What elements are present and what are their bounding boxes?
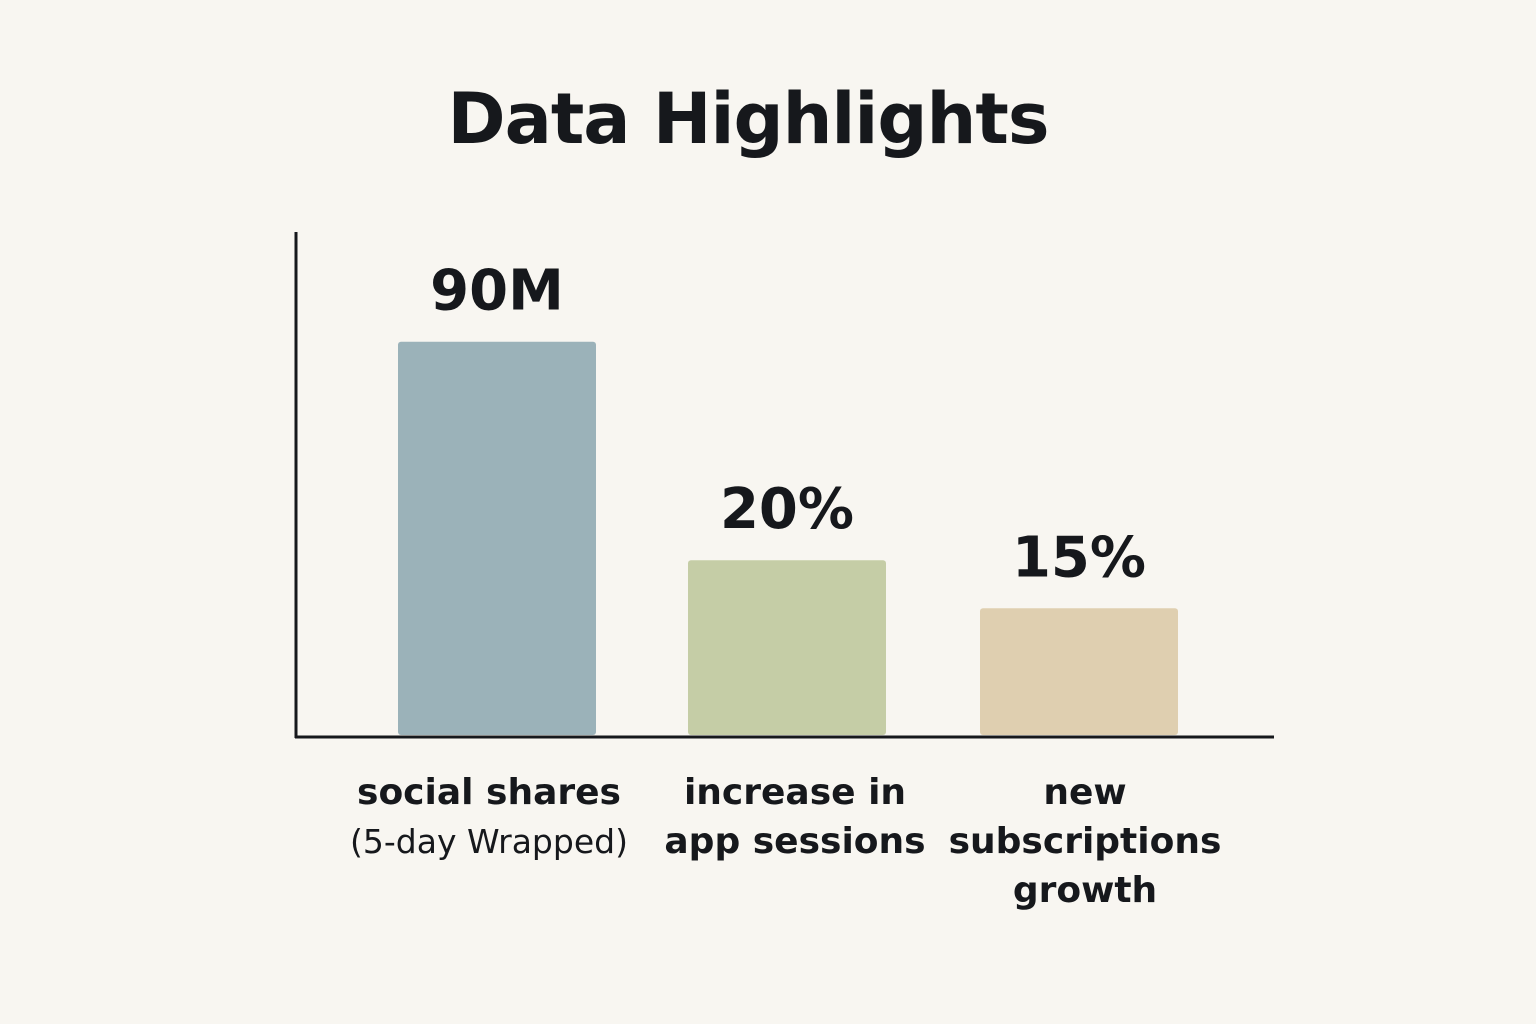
bar-2	[688, 560, 886, 735]
category-label-2-line-1: increase in	[684, 772, 906, 813]
category-label-3-line-3: growth	[1013, 870, 1157, 911]
category-label-1-line-2: (5-day Wrapped)	[350, 822, 628, 861]
category-label-3-line-1: new	[1043, 772, 1126, 813]
category-label-1-line-1: social shares	[357, 772, 621, 813]
bar-3	[980, 608, 1178, 735]
data-label-3: 15%	[1012, 525, 1146, 590]
bar-1	[398, 341, 596, 735]
category-label-2-line-2: app sessions	[664, 821, 925, 862]
data-label-1: 90M	[430, 259, 564, 324]
category-label-3-line-2: subscriptions	[949, 821, 1222, 862]
data-label-2: 20%	[720, 477, 854, 542]
chart-title: Data Highlights	[447, 78, 1050, 160]
